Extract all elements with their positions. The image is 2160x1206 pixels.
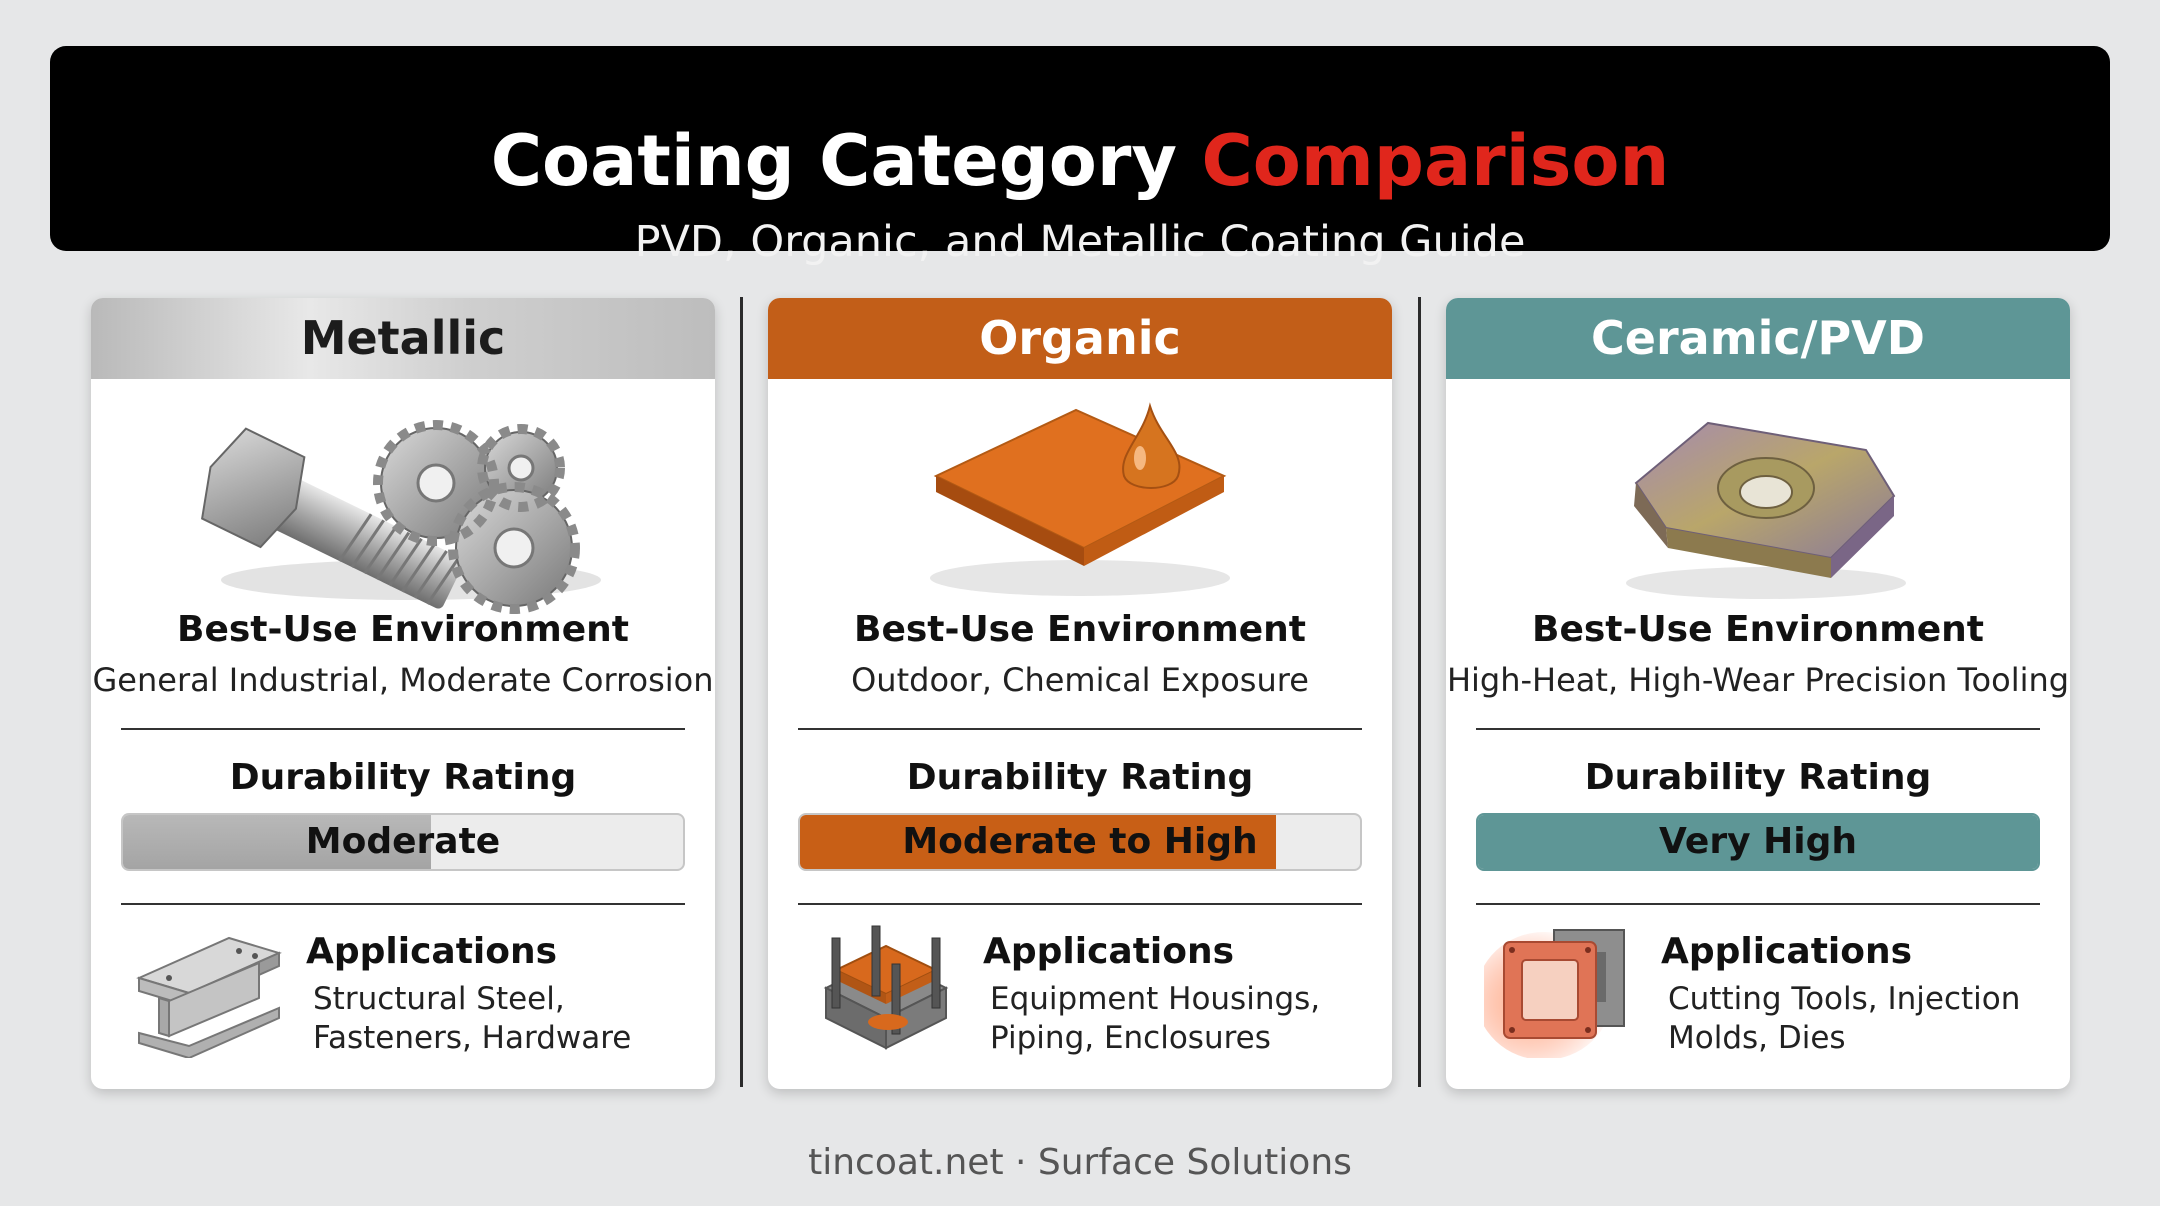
footer-credit: tincoat.net · Surface Solutions <box>808 1142 1352 1183</box>
section-divider <box>121 728 685 730</box>
card-header: Metallic <box>91 298 715 379</box>
section-divider <box>798 728 1362 730</box>
cutting-insert-icon <box>1626 421 1906 599</box>
section-divider <box>798 903 1362 905</box>
page-subtitle: PVD, Organic, and Metallic Coating Guide <box>634 217 1526 267</box>
environment-text: High-Heat, High-Wear Precision Tooling <box>1446 661 2070 699</box>
durability-fill <box>800 815 1276 869</box>
page-title: Coating Category Comparison <box>50 118 2110 204</box>
card-metallic: Metallic <box>91 298 715 1089</box>
applications-line: Fasteners, Hardware <box>313 1020 632 1056</box>
environment-title: Best-Use Environment <box>854 609 1306 650</box>
title-banner: Coating Category Comparison PVD, Organic… <box>50 46 2110 267</box>
durability-title: Durability Rating <box>229 757 577 798</box>
environment-text: Outdoor, Chemical Exposure <box>851 661 1309 699</box>
applications-line: Cutting Tools, Injection <box>1668 981 2021 1017</box>
mold-die-icon <box>1484 929 1625 1058</box>
durability-label: Moderate <box>305 821 501 862</box>
bolt-and-gears-icon <box>200 420 601 614</box>
card-ceramic-pvd: Ceramic/PVD Best-Use Environment High-He… <box>1446 298 2070 1089</box>
section-divider <box>121 903 685 905</box>
coated-plate-drop-icon <box>930 402 1230 596</box>
applications-line: Equipment Housings, <box>990 981 1321 1017</box>
durability-title: Durability Rating <box>1584 757 1932 798</box>
durability-bar: Moderate <box>121 813 685 871</box>
applications-line: Structural Steel, <box>313 981 565 1017</box>
applications-text: Cutting Tools, Injection Molds, Dies <box>1668 980 2058 1058</box>
column-divider <box>740 297 743 1087</box>
durability-fill <box>123 815 431 869</box>
column-divider <box>1418 297 1421 1087</box>
steel-i-beam-icon <box>136 936 282 1058</box>
durability-label: Moderate to High <box>902 821 1258 862</box>
environment-text: General Industrial, Moderate Corrosion <box>92 661 714 699</box>
applications-text: Structural Steel, Fasteners, Hardware <box>313 980 703 1058</box>
applications-title: Applications <box>983 931 1235 972</box>
applications-line: Piping, Enclosures <box>990 1020 1271 1056</box>
title-main: Coating Category <box>490 120 1178 202</box>
card-organic: Organic Best-Use Environment Outdoor, Ch… <box>768 298 1392 1089</box>
durability-bar: Moderate to High <box>798 813 1362 871</box>
environment-title: Best-Use Environment <box>177 609 629 650</box>
durability-title: Durability Rating <box>906 757 1254 798</box>
applications-line: Molds, Dies <box>1668 1020 1846 1056</box>
card-header: Ceramic/PVD <box>1446 298 2070 379</box>
environment-title: Best-Use Environment <box>1532 609 1984 650</box>
durability-bar: Very High <box>1476 813 2040 871</box>
section-divider <box>1476 903 2040 905</box>
applications-title: Applications <box>306 931 558 972</box>
card-header: Organic <box>768 298 1392 379</box>
durability-fill <box>1478 815 2038 869</box>
section-divider <box>1476 728 2040 730</box>
applications-title: Applications <box>1661 931 1913 972</box>
applications-text: Equipment Housings, Piping, Enclosures <box>990 980 1380 1058</box>
equipment-housing-icon <box>823 925 949 1050</box>
title-accent: Comparison <box>1201 120 1670 202</box>
durability-label: Very High <box>1659 821 1857 862</box>
